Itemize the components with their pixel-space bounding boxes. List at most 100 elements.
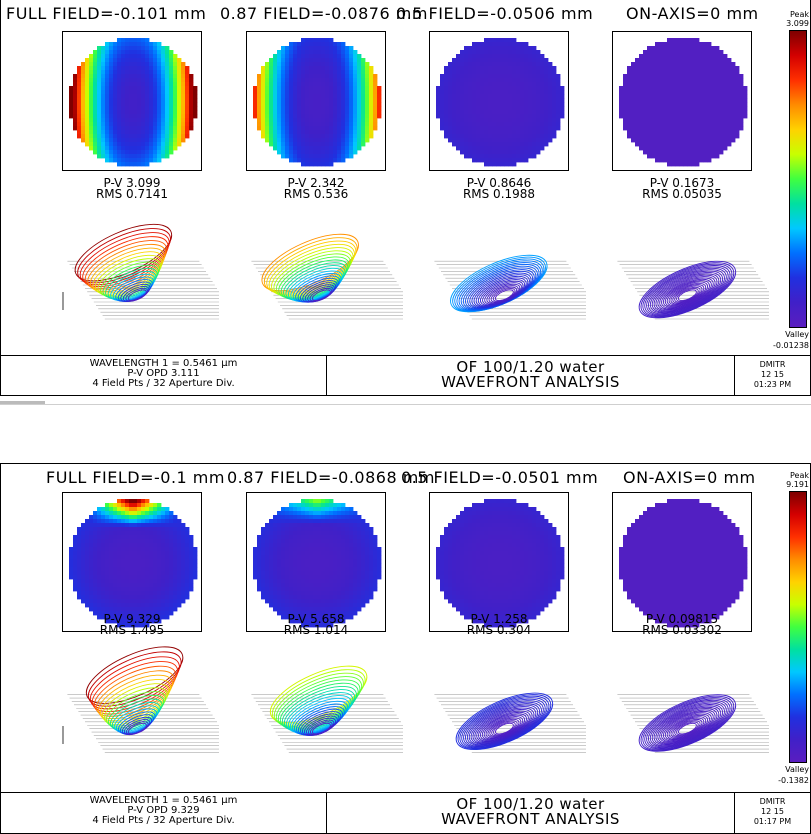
wavefront-pixel <box>305 499 310 504</box>
wavefront-pixel <box>177 82 182 87</box>
wavefront-pixel <box>161 154 166 159</box>
wavefront-pixel <box>691 86 696 91</box>
wavefront-pixel <box>297 122 302 127</box>
wavefront-pixel <box>185 66 190 71</box>
wavefront-pixel <box>317 555 322 560</box>
wavefront-pixel <box>325 102 330 107</box>
wavefront-pixel <box>353 98 358 103</box>
wavefront-pixel <box>261 94 266 99</box>
wavefront-pixel <box>492 106 497 111</box>
wavefront-pixel <box>627 110 632 115</box>
wavefront-pixel <box>101 66 106 71</box>
wavefront-pixel <box>345 82 350 87</box>
wavefront-pixel <box>647 110 652 115</box>
wavefront-pixel <box>679 150 684 155</box>
wavefront-pixel <box>484 94 489 99</box>
wavefront-pixel <box>141 583 146 588</box>
wavefront-pixel <box>153 158 158 163</box>
wavefront-pixel <box>349 122 354 127</box>
wavefront-pixel <box>496 122 501 127</box>
wavefront-pixel <box>117 138 122 143</box>
wavefront-pixel <box>129 619 134 624</box>
wavefront-pixel <box>153 523 158 528</box>
wavefront-pixel <box>321 587 326 592</box>
wavefront-pixel <box>129 114 134 119</box>
wavefront-pixel <box>289 531 294 536</box>
field-stats: P-V 3.099 RMS 0.7141 <box>62 176 202 200</box>
wavefront-pixel <box>293 86 298 91</box>
wavefront-pixel <box>121 154 126 159</box>
wavefront-pixel <box>659 78 664 83</box>
wavefront-pixel <box>173 575 178 580</box>
wavefront-pixel <box>117 126 122 131</box>
wavefront-pixel <box>173 523 178 528</box>
wavefront-pixel <box>97 579 102 584</box>
wavefront-pixel <box>369 591 374 596</box>
wavefront-pixel <box>169 66 174 71</box>
wavefront-pixel <box>532 82 537 87</box>
wavefront-pixel <box>85 94 90 99</box>
wavefront-pixel <box>189 118 194 123</box>
wavefront-pixel <box>93 54 98 59</box>
wavefront-pixel <box>149 134 154 139</box>
wavefront-pixel <box>516 106 521 111</box>
wavefront-pixel <box>77 118 82 123</box>
wavefront-pixel <box>703 82 708 87</box>
wavefront-pixel <box>165 603 170 608</box>
wavefront-pixel <box>145 567 150 572</box>
wavefront-pixel <box>109 126 114 131</box>
wavefront-pixel <box>345 543 350 548</box>
wavefront-pixel <box>687 134 692 139</box>
wavefront-pixel <box>528 154 533 159</box>
wavefront-pixel <box>93 555 98 560</box>
wavefront-pixel <box>532 106 537 111</box>
contour-ring <box>100 261 161 298</box>
wavefront-pixel <box>137 559 142 564</box>
wavefront-pixel <box>329 110 334 115</box>
wavefront-pixel <box>703 50 708 55</box>
wavefront-pixel <box>281 78 286 83</box>
wavefront-pixel <box>93 130 98 135</box>
wavefront-pixel <box>361 102 366 107</box>
wavefront-pixel <box>149 567 154 572</box>
wavefront-pixel <box>345 587 350 592</box>
wavefront-pixel <box>536 110 541 115</box>
wavefront-pixel <box>524 102 529 107</box>
wavefront-pixel <box>365 138 370 143</box>
wavefront-pixel <box>169 138 174 143</box>
wavefront-pixel <box>361 563 366 568</box>
wavefront-pixel <box>329 86 334 91</box>
wavefront-pixel <box>719 94 724 99</box>
wavefront-pixel <box>464 126 469 131</box>
wavefront-pixel <box>715 102 720 107</box>
wavefront-pixel <box>261 102 266 107</box>
wavefront-pixel <box>273 82 278 87</box>
wavefront-pixel <box>137 86 142 91</box>
wavefront-pixel <box>663 102 668 107</box>
wavefront-pixel <box>504 86 509 91</box>
wavefront-pixel <box>556 110 561 115</box>
wavefront-pixel <box>137 555 142 560</box>
wavefront-pixel <box>261 90 266 95</box>
wavefront-pixel <box>448 90 453 95</box>
wavefront-pixel <box>297 555 302 560</box>
wavefront-pixel <box>337 523 342 528</box>
wavefront-pixel <box>173 102 178 107</box>
wavefront-pixel <box>353 110 358 115</box>
wavefront-pixel <box>109 547 114 552</box>
wavefront-pixel <box>703 102 708 107</box>
wavefront-pixel <box>341 583 346 588</box>
wavefront-pixel <box>643 106 648 111</box>
wavefront-pixel <box>707 70 712 75</box>
pv-value: P-V 3.099 <box>103 176 161 190</box>
wavefront-pixel <box>113 619 118 624</box>
wavefront-pixel <box>468 62 473 67</box>
wavefront-pixel <box>631 66 636 71</box>
wavefront-pixel <box>711 78 716 83</box>
wavefront-pixel <box>349 126 354 131</box>
wavefront-pixel <box>341 547 346 552</box>
wavefront-pixel <box>189 551 194 556</box>
wavefront-pixel <box>325 62 330 67</box>
wavefront-pixel <box>357 110 362 115</box>
wavefront-pixel <box>145 623 150 628</box>
